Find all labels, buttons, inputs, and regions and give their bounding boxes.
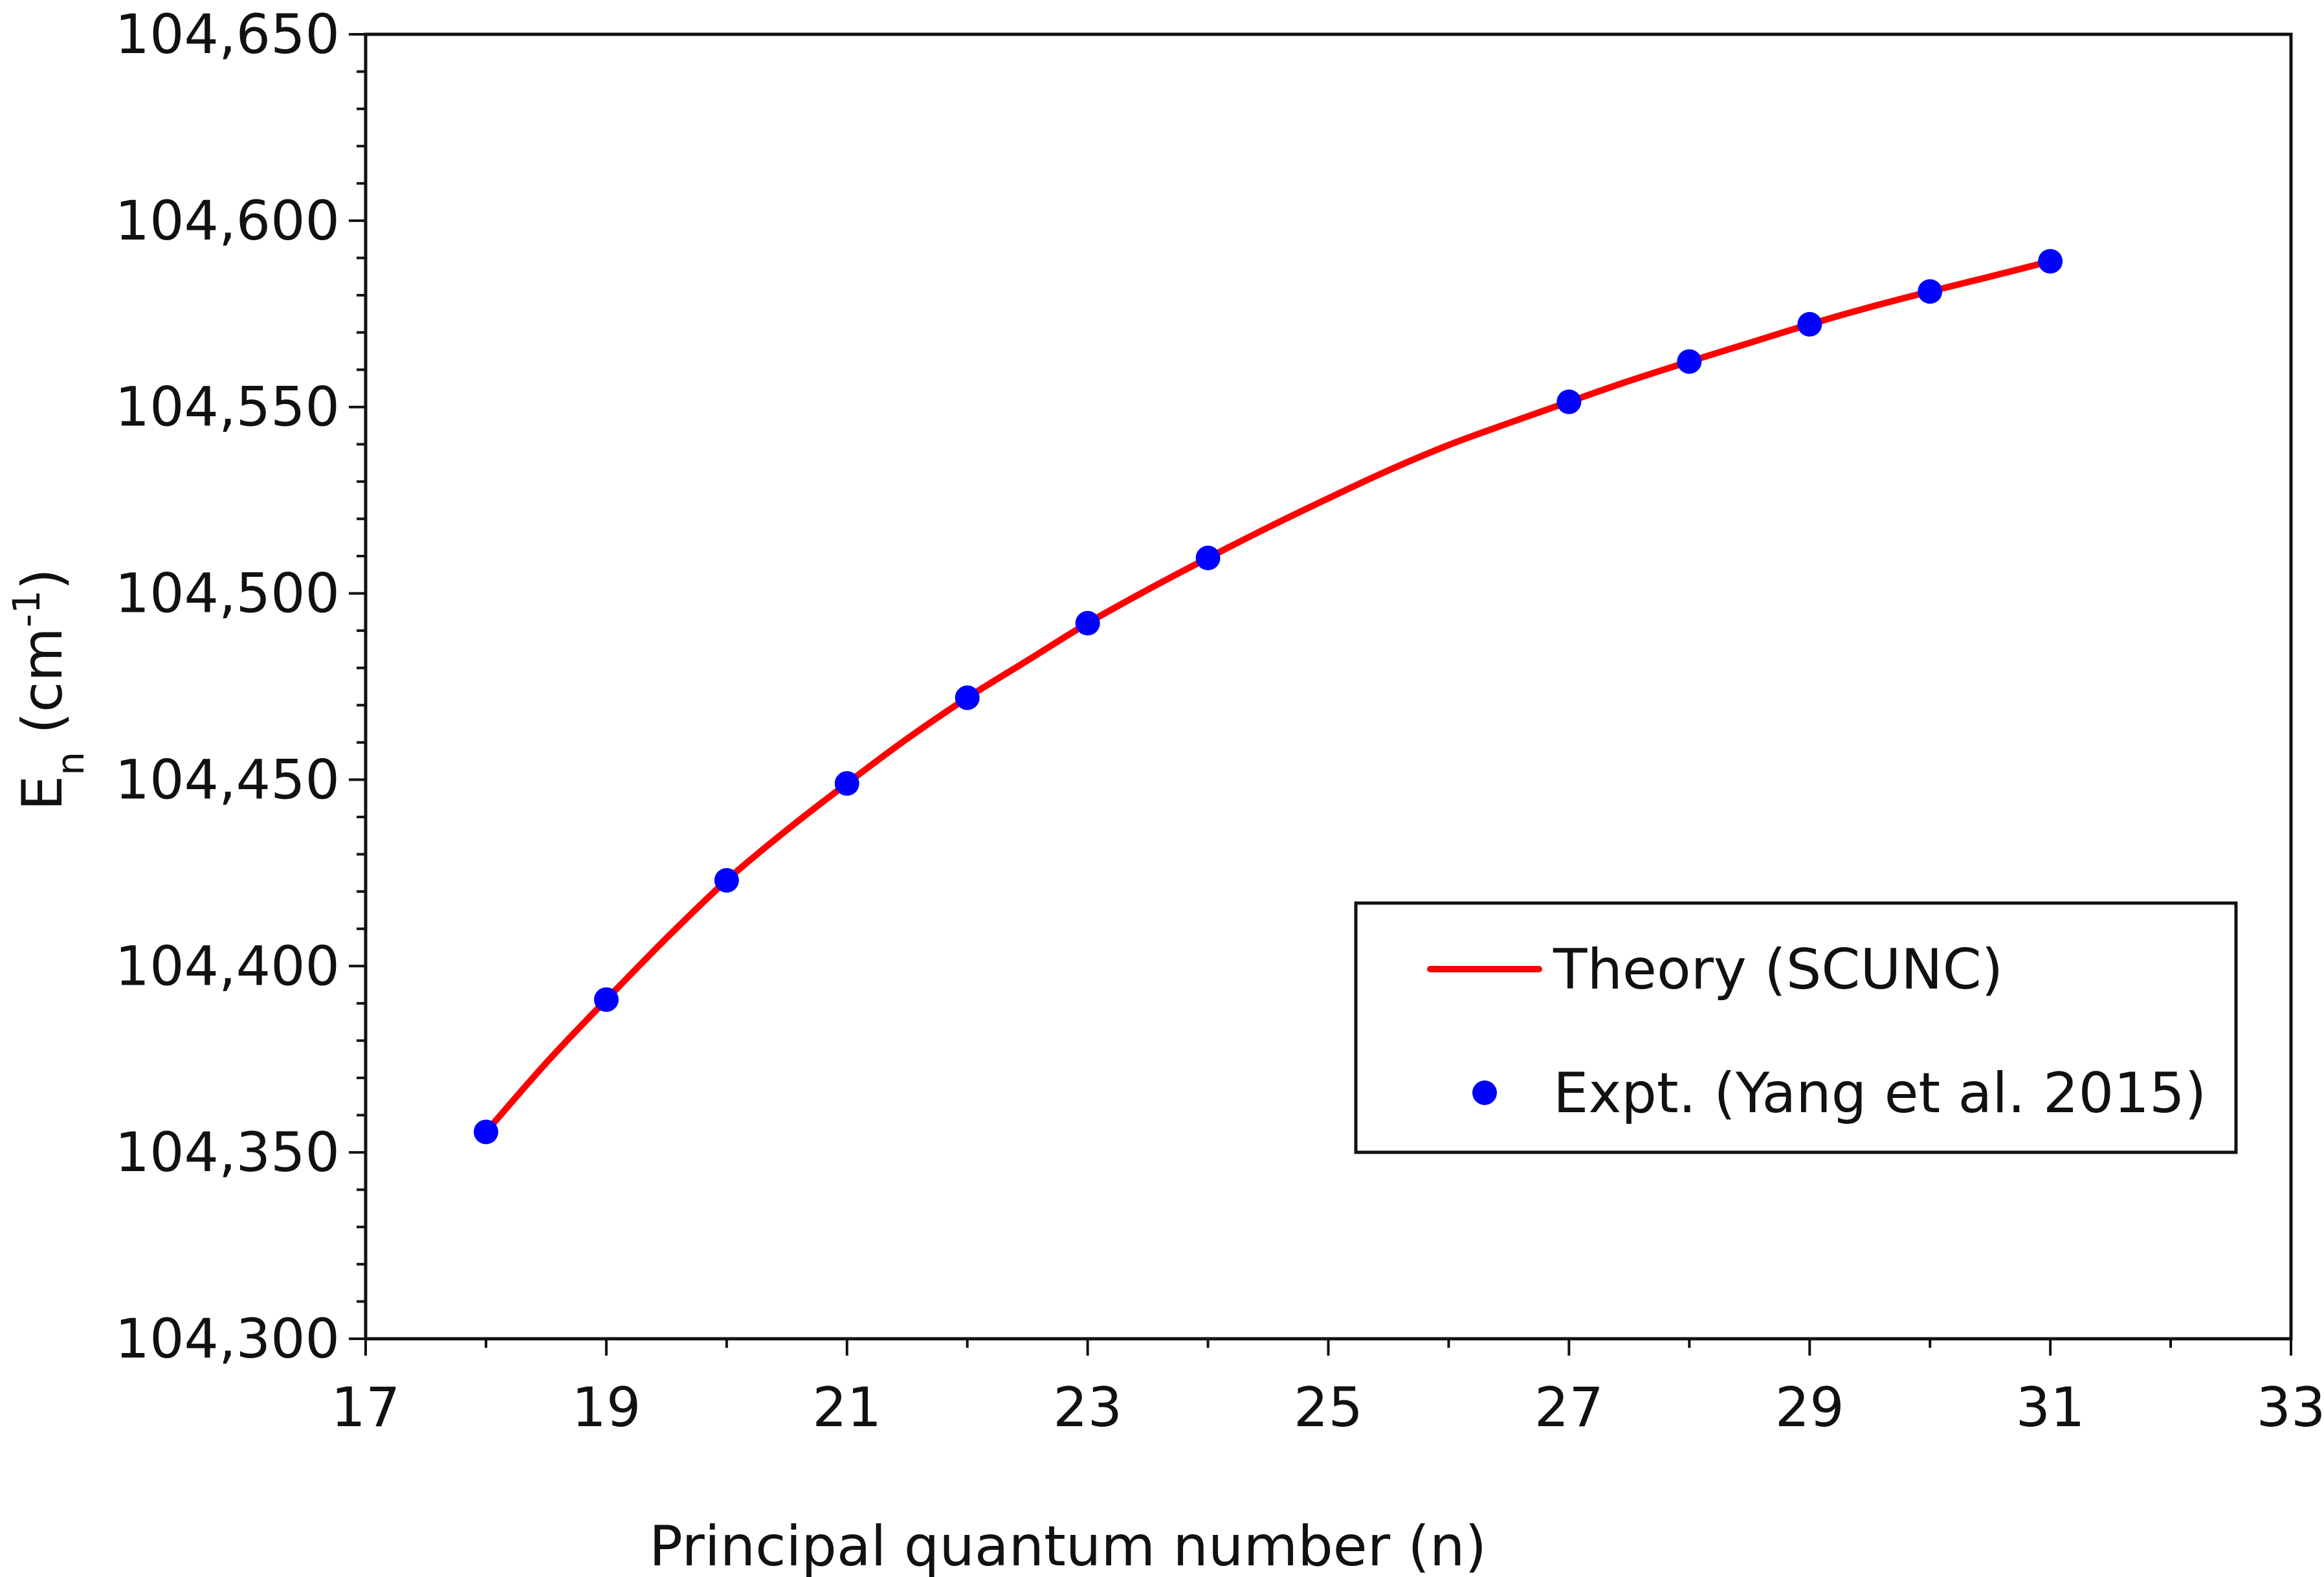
data-point-expt [1677,349,1702,374]
y-axis-title-subscript: n [49,752,93,776]
y-axis-title: En (cm-1) [5,568,93,811]
x-tick-label: 21 [812,1376,881,1439]
y-tick-label: 104,400 [115,934,340,998]
y-axis-title-unit-open: (cm [10,627,75,752]
data-point-expt [834,771,859,796]
x-tick-label: 25 [1294,1376,1363,1439]
y-axis-title-superscript: -1 [5,590,49,627]
data-point-expt [1195,545,1221,570]
data-point-expt [2038,249,2063,274]
data-point-expt [1556,389,1582,414]
x-tick-label: 23 [1053,1376,1122,1439]
y-tick-label: 104,450 [115,748,340,811]
y-tick-label: 104,300 [115,1307,340,1370]
y-tick-label: 104,600 [115,189,340,252]
data-point-expt [1075,610,1100,636]
legend-marker-sample [1472,1080,1497,1105]
axis-titles: Principal quantum number (n) En (cm-1) [5,568,1487,1577]
data-point-expt [1797,311,1822,337]
y-axis-title-unit-close: ) [10,568,75,590]
data-point-expt [714,867,739,893]
y-axis-title-main: E [10,776,75,811]
legend: Theory (SCUNC) Expt. (Yang et al. 2015) [1354,901,2238,1154]
x-tick-label: 17 [331,1376,401,1439]
data-point-expt [593,987,619,1012]
x-tick-label: 29 [1775,1376,1844,1439]
x-tick-label: 19 [571,1376,641,1439]
legend-box [1354,901,2238,1154]
x-tick-label: 27 [1534,1376,1604,1439]
y-tick-label: 104,550 [115,375,340,439]
y-tick-label: 104,350 [115,1121,340,1184]
x-axis-title: Principal quantum number (n) [649,1514,1487,1577]
y-tick-label: 104,650 [115,3,340,66]
x-tick-label: 33 [2257,1376,2324,1439]
axes-layer: 104,300 104,350 104,400 104,450 104,500 104,5… [115,3,2324,1439]
series-layer [473,249,2063,1145]
legend-label-theory: Theory (SCUNC) [1553,937,2003,1002]
data-point-expt [473,1119,498,1145]
data-point-expt [955,685,980,710]
data-point-expt [1918,279,1943,304]
x-tick-label: 31 [2016,1376,2085,1439]
y-tick-label: 104,500 [115,562,340,625]
legend-label-expt: Expt. (Yang et al. 2015) [1553,1061,2206,1126]
